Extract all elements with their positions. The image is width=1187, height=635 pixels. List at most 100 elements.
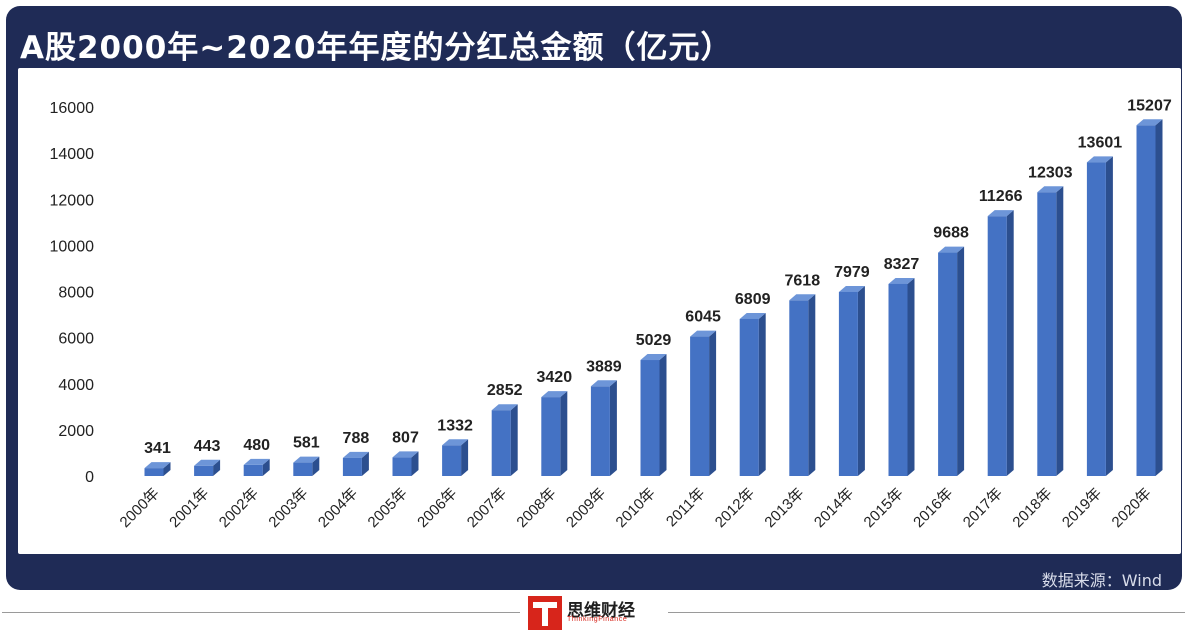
bar xyxy=(144,468,164,476)
data-label: 15207 xyxy=(1127,97,1172,114)
x-tick-label: 2020年 xyxy=(1109,485,1155,531)
plot-area: 0 2000 4000 6000 8000 10000 12000 14000 16000 341… xyxy=(18,68,1181,554)
bar-top xyxy=(1086,156,1113,163)
bar-side xyxy=(312,456,320,476)
x-tick-label: 2004年 xyxy=(315,485,361,531)
x-tick-label: 2013年 xyxy=(761,485,807,531)
footer-divider-right xyxy=(668,612,1185,613)
bar-top xyxy=(243,458,270,465)
bar-side xyxy=(609,380,617,476)
bar-top xyxy=(541,391,568,398)
bar-side xyxy=(1155,119,1163,476)
brand-name: 思维财经 xyxy=(567,601,635,621)
y-tick-label: 0 xyxy=(85,469,94,486)
brand-logo-icon xyxy=(528,596,562,630)
bar xyxy=(293,462,313,476)
data-label: 2852 xyxy=(487,382,523,399)
bar-top xyxy=(1136,119,1163,126)
data-label: 1332 xyxy=(437,417,473,434)
bar-side xyxy=(758,312,766,476)
data-label: 8327 xyxy=(884,256,920,273)
bar-top xyxy=(938,246,965,253)
data-source: 数据来源：Wind xyxy=(1041,571,1162,590)
x-tick-label: 2011年 xyxy=(663,485,708,530)
data-label: 6809 xyxy=(735,291,771,308)
y-tick-label: 12000 xyxy=(50,192,95,209)
bar-top xyxy=(194,459,221,466)
data-label: 12303 xyxy=(1028,164,1073,181)
data-label: 3889 xyxy=(586,358,622,375)
bar xyxy=(491,410,511,476)
data-label: 3420 xyxy=(537,369,573,386)
bar-top xyxy=(1037,186,1064,193)
y-tick-label: 16000 xyxy=(50,100,95,117)
x-tick-label: 2016年 xyxy=(910,485,956,531)
data-label: 480 xyxy=(243,437,270,454)
data-label: 807 xyxy=(392,429,419,446)
bar-side xyxy=(1006,210,1014,477)
bar-side xyxy=(510,404,518,476)
bar-side xyxy=(461,439,469,476)
data-label: 341 xyxy=(144,440,171,457)
bar xyxy=(392,457,412,476)
bar-top xyxy=(640,354,667,361)
x-tick-label: 2006年 xyxy=(414,485,460,531)
bar-side xyxy=(411,451,419,476)
brand-logo: 思维财经 ThinkingFinance xyxy=(528,596,668,630)
x-tick-label: 2010年 xyxy=(613,485,659,531)
bar xyxy=(1086,162,1106,476)
bar-side xyxy=(857,285,865,476)
bar xyxy=(938,252,958,476)
bar xyxy=(888,283,908,476)
data-label: 13601 xyxy=(1078,134,1123,151)
chart-frame: A股2000年~2020年年度的分红总金额（亿元） 0 2000 4000 6000 8… xyxy=(6,6,1182,590)
y-tick-label: 2000 xyxy=(58,423,94,440)
x-tick-label: 2012年 xyxy=(712,485,758,531)
bar-top xyxy=(491,404,518,411)
x-tick-label: 2015年 xyxy=(861,485,907,531)
bar-top xyxy=(987,210,1014,217)
bar-side xyxy=(957,246,965,476)
bar-top xyxy=(442,439,469,446)
x-tick-label: 2019年 xyxy=(1059,485,1105,531)
y-tick-label: 14000 xyxy=(50,146,95,163)
bar-top xyxy=(739,312,766,319)
bar-side xyxy=(560,391,568,476)
bar-top xyxy=(342,451,369,458)
bar-top xyxy=(293,456,320,463)
data-label: 5029 xyxy=(636,332,672,349)
y-tick-label: 8000 xyxy=(58,285,94,302)
x-tick-label: 2009年 xyxy=(563,485,609,531)
data-label: 6045 xyxy=(685,309,721,326)
bar xyxy=(640,360,660,476)
bar-side xyxy=(808,294,816,476)
bar-top xyxy=(838,285,865,292)
bar-side xyxy=(907,277,915,476)
data-label: 581 xyxy=(293,435,320,452)
bar xyxy=(590,386,610,476)
bar xyxy=(690,336,710,476)
bar xyxy=(442,445,462,476)
chart-title: A股2000年~2020年年度的分红总金额（亿元） xyxy=(20,30,733,66)
x-tick-label: 2014年 xyxy=(811,485,857,531)
bar xyxy=(1136,125,1156,476)
y-tick-label: 10000 xyxy=(50,238,95,255)
bar-side xyxy=(213,459,221,476)
bar xyxy=(1037,192,1057,476)
bar-side xyxy=(361,451,369,476)
y-tick-label: 6000 xyxy=(58,331,94,348)
bar xyxy=(739,318,759,476)
x-tick-label: 2007年 xyxy=(464,485,510,531)
bar-side xyxy=(1056,186,1064,476)
bar-side xyxy=(659,354,667,476)
data-label: 7618 xyxy=(785,272,821,289)
footer-divider-left xyxy=(2,612,520,613)
bar-top xyxy=(888,277,915,284)
bar-top xyxy=(590,380,617,387)
data-label: 11266 xyxy=(979,188,1023,205)
bar-top xyxy=(144,462,171,469)
x-tick-label: 2017年 xyxy=(960,485,1006,531)
x-tick-label: 2018年 xyxy=(1009,485,1055,531)
bar-top xyxy=(392,451,419,458)
bar-top xyxy=(789,294,816,301)
